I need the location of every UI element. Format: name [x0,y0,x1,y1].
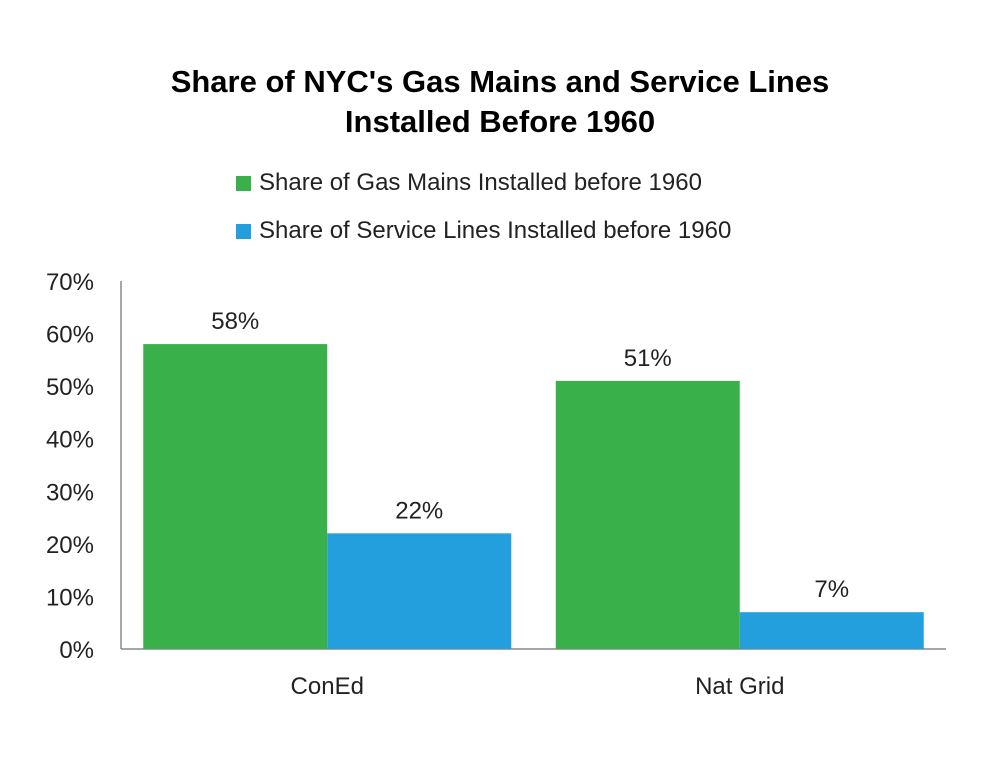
x-tick-label: ConEd [291,673,364,700]
chart-title-line-1: Share of NYC's Gas Mains and Service Lin… [170,64,830,99]
chart-title: Share of NYC's Gas Mains and Service Lin… [0,62,1000,142]
legend-label-gas-mains: Share of Gas Mains Installed before 1960 [259,169,702,196]
bar [555,380,740,649]
bar-data-label: 51% [624,345,672,372]
chart-title-line-2: Installed Before 1960 [344,104,656,139]
bar-data-label: 22% [395,497,443,524]
legend: Share of Gas Mains Installed before 1960… [236,168,731,264]
legend-item-service-lines: Share of Service Lines Installed before … [236,216,731,246]
bar [327,533,512,649]
legend-swatch-service-lines [236,223,251,239]
y-tick-label: 70% [46,269,94,296]
y-tick-label: 50% [46,374,94,401]
y-tick-label: 10% [46,584,94,611]
legend-item-gas-mains: Share of Gas Mains Installed before 1960 [236,168,731,198]
y-tick-label: 30% [46,479,94,506]
bar-data-label: 58% [211,308,259,335]
bar [143,344,328,649]
legend-label-service-lines: Share of Service Lines Installed before … [259,217,732,244]
legend-swatch-gas-mains [236,175,251,191]
y-tick-label: 60% [46,322,94,349]
bar-data-label: 7% [814,576,849,603]
y-tick-label: 40% [46,427,94,454]
y-tick-label: 0% [59,637,94,664]
bar [739,612,924,649]
x-tick-label: Nat Grid [695,673,784,700]
y-tick-label: 20% [46,532,94,559]
